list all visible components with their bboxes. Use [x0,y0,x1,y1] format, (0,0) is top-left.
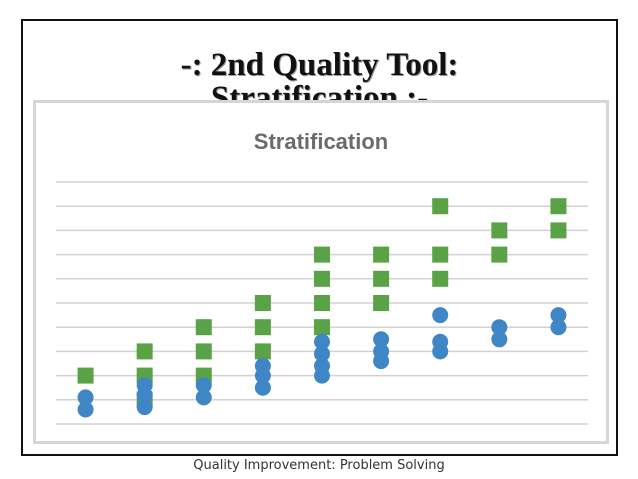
square-data-point [373,246,390,263]
square-data-point [77,367,94,384]
square-data-point [432,270,449,287]
square-data-point [136,343,153,360]
square-data-point [432,198,449,215]
chart-box: Stratification [33,100,609,444]
square-data-point [314,319,330,336]
square-data-point [432,246,449,263]
circle-data-point [136,399,153,416]
circle-data-point [314,333,330,350]
circle-data-point [195,377,212,394]
circle-data-point [77,401,94,418]
circle-data-point [77,389,94,406]
square-data-point [254,295,271,311]
square-data-point [491,246,508,263]
square-data-point [491,222,508,239]
square-data-point [550,222,567,239]
circle-data-point [314,345,330,362]
data-markers [77,198,567,418]
circle-data-point [373,343,390,360]
square-data-point [314,295,330,311]
square-data-point [314,270,330,287]
square-data-point [373,295,390,311]
circle-data-point [491,319,508,336]
footer-text: Quality Improvement: Problem Solving [193,458,445,473]
square-data-point [550,198,567,215]
circle-data-point [491,331,508,348]
square-data-point [373,270,390,287]
circle-data-point [550,307,567,324]
circle-data-point [314,357,330,374]
circle-data-point [195,389,212,406]
square-data-point [254,319,271,336]
circle-data-point [432,333,449,350]
circle-data-point [432,307,449,324]
square-data-point [195,343,212,360]
circle-data-point [373,331,390,348]
circle-data-point [254,357,271,374]
circle-data-point [254,379,271,396]
square-data-point [254,343,271,360]
circle-data-point [136,377,153,394]
square-data-point [314,246,330,263]
series-circle-markers [77,307,567,418]
stratification-chart: Stratification [56,129,588,425]
chart-title: Stratification [254,129,388,154]
circle-data-point [550,319,567,336]
slide-title-line-1: -: 2nd Quality Tool: [180,47,459,83]
square-data-point [195,319,212,336]
